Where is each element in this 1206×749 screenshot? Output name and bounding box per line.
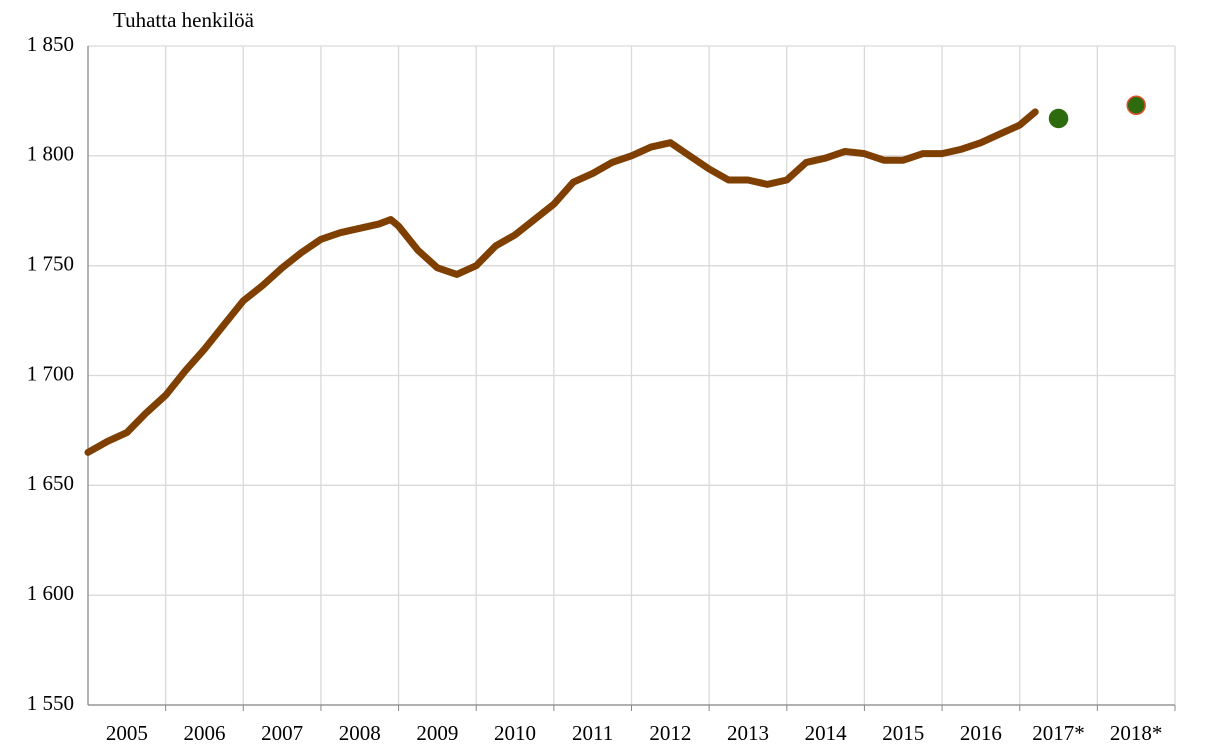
y-tick-label: 1 700 — [27, 361, 74, 385]
x-tick-label: 2008 — [339, 721, 381, 745]
y-tick-label: 1 650 — [27, 471, 74, 495]
x-tick-label: 2011 — [572, 721, 613, 745]
x-tick-label: 2013 — [727, 721, 769, 745]
x-tick-label: 2010 — [494, 721, 536, 745]
x-tick-label: 2018* — [1110, 721, 1163, 745]
y-tick-label: 1 550 — [27, 691, 74, 715]
x-tick-label: 2016 — [960, 721, 1002, 745]
y-tick-label: 1 800 — [27, 142, 74, 166]
x-tick-label: 2009 — [416, 721, 458, 745]
x-tick-label: 2015 — [882, 721, 924, 745]
forecast-point — [1126, 95, 1146, 116]
x-tick-label: 2007 — [261, 721, 303, 745]
x-tick-label: 2006 — [183, 721, 225, 745]
data-line — [84, 108, 1039, 456]
y-tick-label: 1 750 — [27, 251, 74, 275]
y-axis-label: Tuhatta henkilöä — [113, 8, 255, 32]
x-tick-label: 2012 — [649, 721, 691, 745]
x-tick-label: 2014 — [805, 721, 848, 745]
x-tick-label: 2005 — [106, 721, 148, 745]
y-tick-label: 1 850 — [27, 32, 74, 56]
forecast-point — [1048, 108, 1069, 129]
y-tick-label: 1 600 — [27, 581, 74, 605]
x-tick-label: 2017* — [1032, 721, 1085, 745]
